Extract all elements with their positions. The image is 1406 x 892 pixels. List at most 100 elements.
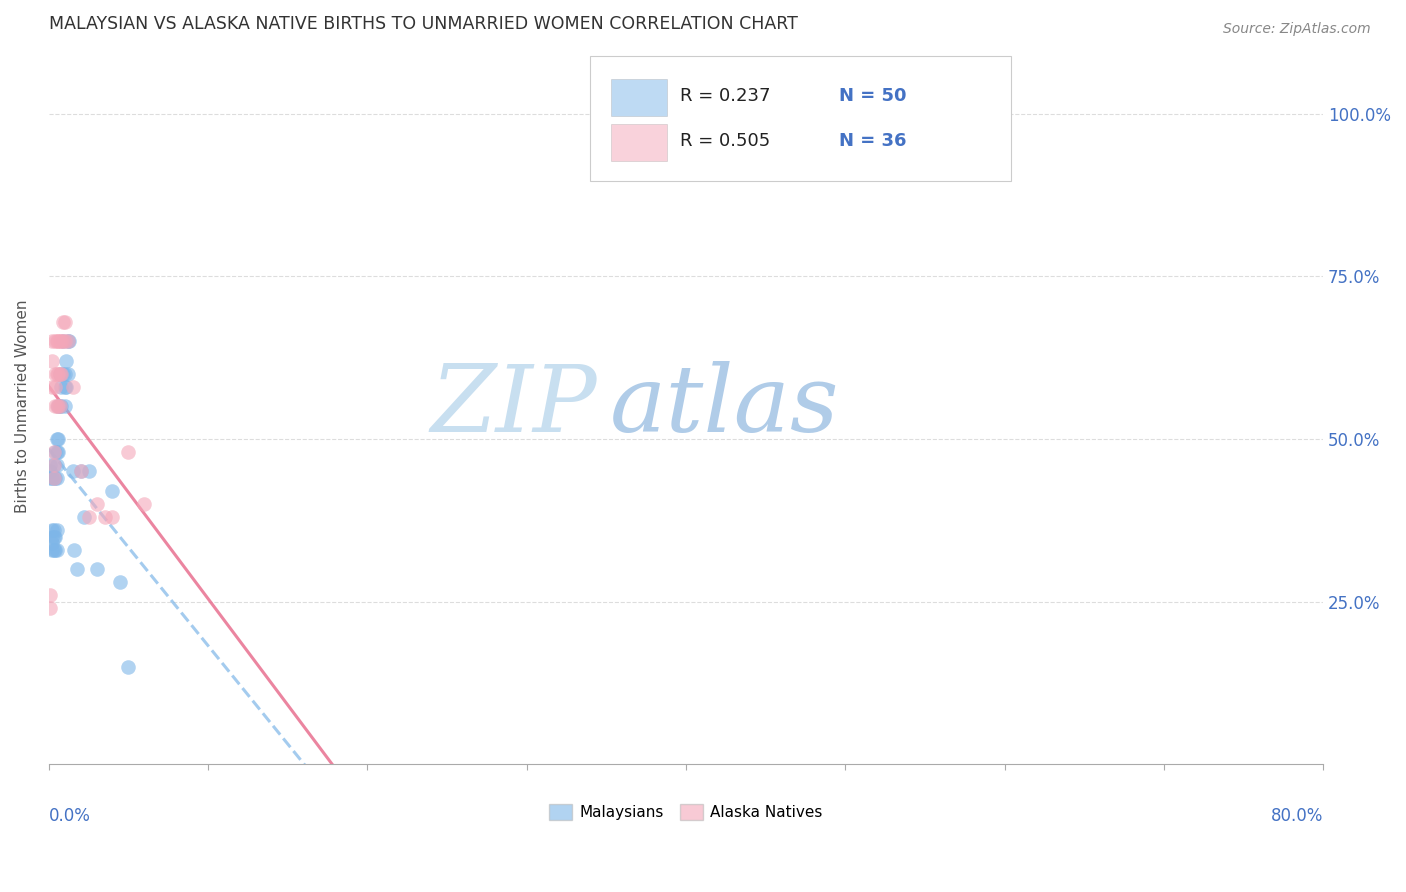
Point: [101, 483, 124, 498]
Point: [55, 380, 77, 394]
Point: [41, 536, 63, 550]
FancyBboxPatch shape: [610, 79, 666, 117]
Point: [46, 334, 69, 349]
Point: [52, 334, 75, 349]
Text: R = 0.237: R = 0.237: [679, 87, 770, 105]
Point: [41, 523, 63, 537]
Point: [42, 458, 65, 472]
Point: [45, 445, 67, 459]
Y-axis label: Births to Unmarried Women: Births to Unmarried Women: [15, 300, 30, 513]
Point: [42, 542, 65, 557]
Point: [69, 465, 91, 479]
Point: [39, 458, 62, 472]
Point: [45, 400, 67, 414]
Point: [86, 497, 108, 511]
Text: atlas: atlas: [609, 361, 839, 451]
Point: [110, 575, 132, 590]
Point: [41, 353, 63, 368]
Point: [77, 510, 100, 524]
Point: [45, 432, 67, 446]
Point: [51, 380, 73, 394]
Point: [53, 400, 76, 414]
Point: [42, 523, 65, 537]
Point: [62, 465, 84, 479]
Point: [66, 562, 89, 576]
Point: [44, 529, 66, 543]
Point: [45, 367, 67, 381]
Text: N = 36: N = 36: [839, 132, 907, 150]
Legend: Malaysians, Alaska Natives: Malaysians, Alaska Natives: [544, 799, 827, 824]
Text: ZIP: ZIP: [430, 361, 596, 451]
FancyBboxPatch shape: [610, 124, 666, 161]
Point: [58, 334, 80, 349]
Point: [45, 334, 67, 349]
Point: [77, 465, 100, 479]
Point: [44, 445, 66, 459]
Point: [45, 458, 67, 472]
Point: [63, 542, 86, 557]
Point: [45, 542, 67, 557]
Point: [52, 367, 75, 381]
Point: [56, 334, 79, 349]
Point: [44, 542, 66, 557]
Point: [49, 400, 72, 414]
Point: [93, 510, 115, 524]
Point: [44, 367, 66, 381]
Point: [49, 367, 72, 381]
Point: [46, 432, 69, 446]
Point: [39, 465, 62, 479]
Point: [46, 400, 69, 414]
Point: [53, 367, 76, 381]
Point: [52, 315, 75, 329]
Text: 0.0%: 0.0%: [49, 807, 90, 825]
Text: R = 0.505: R = 0.505: [679, 132, 770, 150]
Point: [42, 471, 65, 485]
Point: [49, 367, 72, 381]
Point: [39, 471, 62, 485]
Point: [51, 400, 73, 414]
Point: [53, 380, 76, 394]
Point: [55, 353, 77, 368]
Point: [42, 529, 65, 543]
Text: N = 50: N = 50: [839, 87, 907, 105]
Point: [46, 400, 69, 414]
Point: [41, 380, 63, 394]
Point: [117, 445, 139, 459]
Point: [41, 529, 63, 543]
Point: [134, 497, 156, 511]
Point: [44, 334, 66, 349]
Point: [44, 400, 66, 414]
Text: MALAYSIAN VS ALASKA NATIVE BIRTHS TO UNMARRIED WOMEN CORRELATION CHART: MALAYSIAN VS ALASKA NATIVE BIRTHS TO UNM…: [49, 15, 797, 33]
Point: [44, 471, 66, 485]
FancyBboxPatch shape: [591, 55, 1011, 181]
Point: [42, 458, 65, 472]
Text: Source: ZipAtlas.com: Source: ZipAtlas.com: [1223, 22, 1371, 37]
Point: [51, 334, 73, 349]
Point: [41, 334, 63, 349]
Point: [42, 471, 65, 485]
Point: [46, 445, 69, 459]
Point: [41, 471, 63, 485]
Point: [45, 471, 67, 485]
Point: [101, 510, 124, 524]
Point: [44, 380, 66, 394]
Point: [46, 367, 69, 381]
Point: [53, 334, 76, 349]
Point: [56, 334, 79, 349]
Point: [42, 445, 65, 459]
Point: [62, 380, 84, 394]
Point: [41, 542, 63, 557]
Point: [53, 315, 76, 329]
Point: [117, 659, 139, 673]
Point: [39, 588, 62, 602]
Point: [49, 400, 72, 414]
Point: [73, 510, 96, 524]
Point: [39, 601, 62, 615]
Point: [69, 465, 91, 479]
Text: 80.0%: 80.0%: [1271, 807, 1323, 825]
Point: [49, 334, 72, 349]
Point: [52, 334, 75, 349]
Point: [86, 562, 108, 576]
Point: [51, 367, 73, 381]
Point: [56, 367, 79, 381]
